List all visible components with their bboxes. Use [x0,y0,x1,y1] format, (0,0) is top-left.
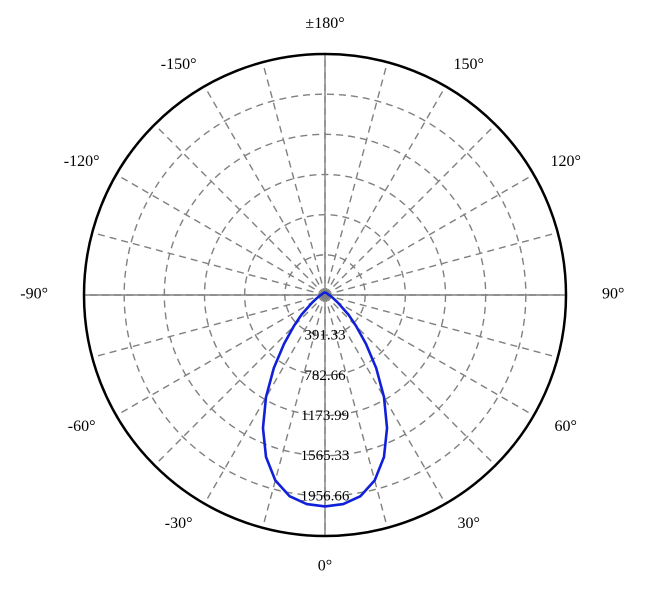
grid-spoke [325,295,558,357]
grid-spoke [325,175,534,296]
polar-chart-svg: 391.33 782.66 1173.99 1565.33 1956.66 ±180° 15… [0,0,649,590]
grid-spoke [92,295,325,357]
angle-label: 30° [458,515,480,532]
angle-label: -60° [68,418,96,435]
angle-label: 150° [454,56,484,73]
angle-label: -150° [161,56,197,73]
angle-label: 90° [602,286,624,303]
grid-spoke [155,295,325,465]
angle-label: 0° [318,557,332,574]
radial-label: 1565.33 [301,448,350,464]
angle-label: -30° [165,515,193,532]
radial-label: 1173.99 [301,408,349,424]
angle-label: 120° [550,153,580,170]
radial-label: 391.33 [304,328,345,344]
polar-chart: 391.33 782.66 1173.99 1565.33 1956.66 ±180° 15… [0,0,649,590]
angle-label: 60° [554,418,576,435]
angle-label: -120° [64,153,100,170]
angle-label: ±180° [305,15,344,32]
angle-label: -90° [20,286,48,303]
radial-label: 1956.66 [301,488,350,504]
radial-label: 782.66 [304,368,346,384]
grid-spoke [116,175,325,296]
grid-spoke [325,295,495,465]
